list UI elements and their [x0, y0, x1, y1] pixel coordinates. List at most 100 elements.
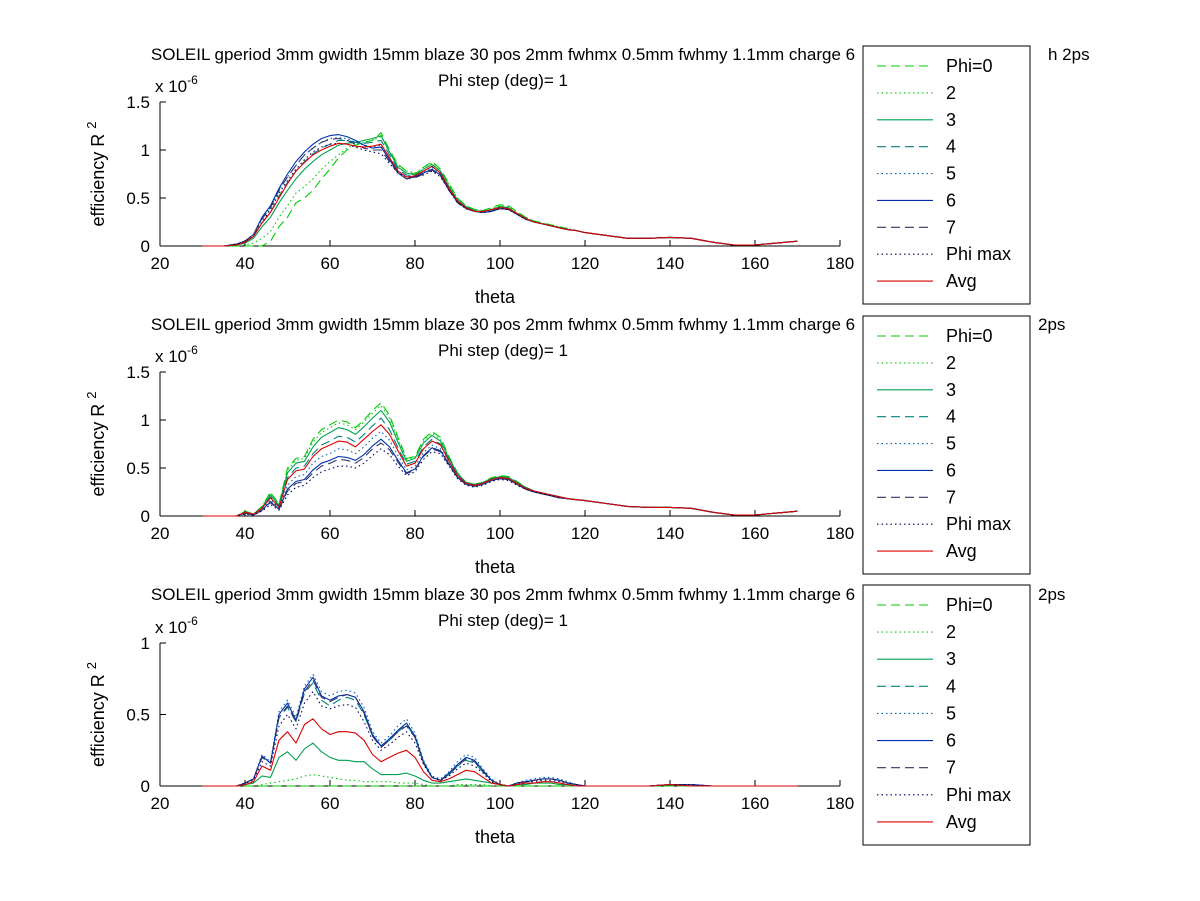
- x-axis-label: theta: [475, 827, 516, 847]
- x-tick-label: 20: [151, 794, 170, 813]
- legend-entry: 3: [946, 380, 956, 400]
- chart-title-tail: 2ps: [1038, 315, 1065, 334]
- series-line-1: [202, 132, 798, 247]
- x-tick-label: 40: [236, 524, 255, 543]
- legend-entry: 4: [946, 407, 956, 427]
- x-tick-label: 60: [321, 254, 340, 273]
- legend-entry: 6: [946, 190, 956, 210]
- chart-subtitle: Phi step (deg)= 1: [438, 71, 568, 90]
- chart-title-tail: h 2ps: [1048, 45, 1090, 64]
- series-line-8: [202, 691, 798, 787]
- y-tick-label: 0: [141, 507, 150, 526]
- legend-entry: 4: [946, 676, 956, 696]
- series-line-7: [202, 137, 798, 247]
- x-tick-label: 160: [741, 524, 769, 543]
- x-tick-label: 40: [236, 254, 255, 273]
- legend-box: [862, 315, 1031, 575]
- y-axis-label: efficiency R 2: [84, 122, 108, 227]
- x-tick-label: 100: [486, 794, 514, 813]
- series-line-3: [202, 409, 798, 517]
- subplot-3: SOLEIL gperiod 3mm gwidth 15mm blaze 30 …: [84, 584, 1065, 847]
- axis-exponent: x 10-6: [155, 73, 198, 96]
- legend-entry: Phi max: [946, 514, 1011, 534]
- x-tick-label: 180: [826, 524, 854, 543]
- x-tick-label: 80: [406, 524, 425, 543]
- series-line-3: [202, 742, 798, 787]
- x-tick-label: 80: [406, 794, 425, 813]
- legend-entry: 6: [946, 731, 956, 751]
- series-line-5: [202, 136, 798, 247]
- y-tick-label: 0.5: [126, 706, 150, 725]
- legend-entry: 2: [946, 83, 956, 103]
- y-tick-label: 0: [141, 237, 150, 256]
- series-line-4: [202, 417, 798, 517]
- x-tick-label: 20: [151, 254, 170, 273]
- axis-exponent: x 10-6: [155, 614, 198, 637]
- x-axis-label: theta: [475, 287, 516, 307]
- legend-entry: Phi=0: [946, 56, 993, 76]
- legend-entry: 6: [946, 460, 956, 480]
- series-line-3: [202, 135, 798, 247]
- x-tick-label: 60: [321, 524, 340, 543]
- x-tick-label: 140: [656, 524, 684, 543]
- x-tick-label: 120: [571, 524, 599, 543]
- legend: Phi=0 2 3 4 5 6 7 Phi max Avg: [862, 584, 1031, 846]
- legend-entry: Phi=0: [946, 326, 993, 346]
- legend-entry: 5: [946, 703, 956, 723]
- y-tick-label: 1: [141, 411, 150, 430]
- series-line-8: [202, 142, 798, 247]
- series-line-2: [202, 405, 798, 517]
- legend-entry: Avg: [946, 541, 977, 561]
- legend-entry: Avg: [946, 812, 977, 832]
- x-tick-label: 40: [236, 794, 255, 813]
- series-line-5: [202, 673, 798, 787]
- x-tick-label: 100: [486, 524, 514, 543]
- y-tick-label: 1.5: [126, 93, 150, 112]
- chart-title: SOLEIL gperiod 3mm gwidth 15mm blaze 30 …: [151, 315, 855, 334]
- y-tick-label: 1: [141, 141, 150, 160]
- legend-entry: 7: [946, 487, 956, 507]
- legend-entry: 2: [946, 622, 956, 642]
- legend-entry: Phi max: [946, 244, 1011, 264]
- legend-box: [862, 45, 1031, 305]
- y-tick-label: 1: [141, 634, 150, 653]
- x-tick-label: 80: [406, 254, 425, 273]
- x-tick-label: 140: [656, 254, 684, 273]
- series-line-4: [202, 139, 798, 247]
- y-tick-label: 0.5: [126, 459, 150, 478]
- chart-title: SOLEIL gperiod 3mm gwidth 15mm blaze 30 …: [151, 45, 855, 64]
- series-line-9: [202, 142, 798, 247]
- legend: Phi=0 2 3 4 5 6 7 Phi max Avg: [862, 315, 1031, 575]
- legend-entry: Phi=0: [946, 595, 993, 615]
- x-tick-label: 120: [571, 794, 599, 813]
- legend-entry: 5: [946, 434, 956, 454]
- x-tick-label: 100: [486, 254, 514, 273]
- legend-entry: Avg: [946, 271, 977, 291]
- x-tick-label: 20: [151, 524, 170, 543]
- y-axis-label: efficiency R 2: [84, 662, 108, 767]
- y-tick-label: 0: [141, 777, 150, 796]
- series-line-1: [202, 402, 798, 517]
- subplot-2: SOLEIL gperiod 3mm gwidth 15mm blaze 30 …: [84, 315, 1065, 577]
- x-tick-label: 140: [656, 794, 684, 813]
- legend-box: [862, 584, 1031, 846]
- chart-title: SOLEIL gperiod 3mm gwidth 15mm blaze 30 …: [151, 585, 855, 604]
- legend-entry: 5: [946, 164, 956, 184]
- legend-entry: 4: [946, 137, 956, 157]
- series-line-9: [202, 424, 798, 517]
- series-line-4: [202, 682, 798, 787]
- x-tick-label: 180: [826, 794, 854, 813]
- legend-entry: 3: [946, 649, 956, 669]
- legend-entry: 2: [946, 353, 956, 373]
- series-line-6: [202, 676, 798, 787]
- y-tick-label: 1.5: [126, 363, 150, 382]
- series-line-7: [202, 679, 798, 787]
- chart-title-tail: 2ps: [1038, 585, 1065, 604]
- legend-entry: 3: [946, 110, 956, 130]
- x-tick-label: 180: [826, 254, 854, 273]
- series-line-2: [202, 136, 798, 247]
- chart-subtitle: Phi step (deg)= 1: [438, 341, 568, 360]
- x-tick-label: 160: [741, 794, 769, 813]
- series-line-5: [202, 430, 798, 517]
